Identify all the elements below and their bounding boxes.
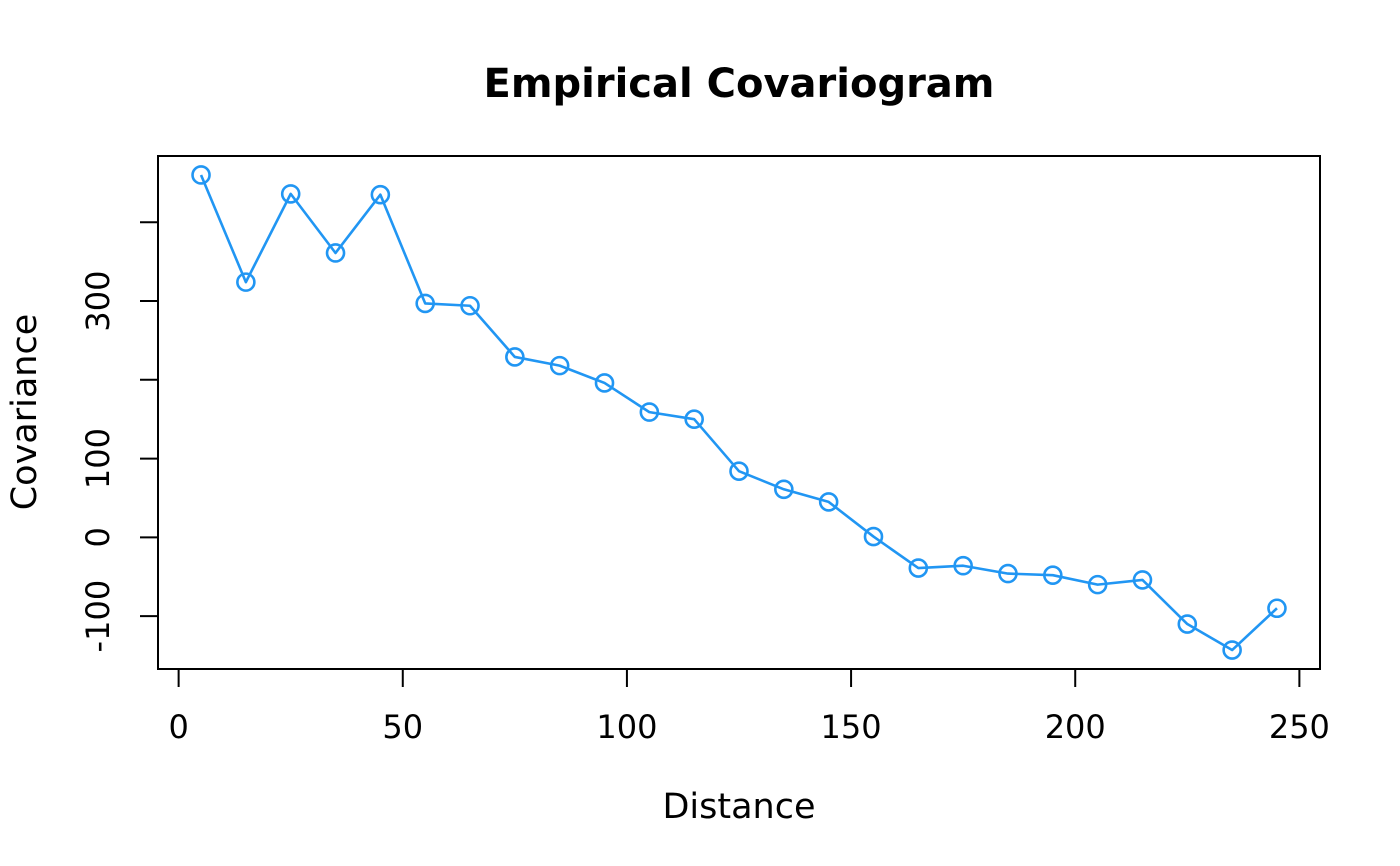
data-point-marker	[280, 184, 301, 204]
x-axis-label: Distance	[662, 787, 816, 827]
data-point-marker	[1222, 640, 1242, 660]
data-point-marker	[325, 243, 346, 263]
x-tick-label: 50	[382, 708, 423, 746]
data-point-marker	[953, 555, 973, 576]
y-tick-label: 0	[79, 527, 117, 547]
data-point-marker	[415, 293, 435, 314]
data-point-marker	[505, 347, 525, 367]
data-point-marker	[549, 355, 570, 376]
y-tick-label: 100	[79, 428, 117, 489]
data-point-marker	[818, 492, 839, 512]
data-point-marker	[908, 558, 929, 578]
data-point-marker	[594, 373, 615, 393]
data-line	[199, 174, 1278, 652]
plot-box	[157, 155, 1321, 670]
data-point-marker	[774, 479, 794, 500]
data-point-marker	[191, 165, 211, 185]
data-point-marker	[1087, 574, 1108, 595]
x-tick-label: 200	[1045, 708, 1106, 746]
x-tick-label: 100	[596, 708, 657, 746]
data-point-marker	[998, 563, 1018, 584]
y-axis-label: Covariance	[5, 313, 45, 511]
x-tick-label: 150	[821, 708, 882, 746]
data-point-marker	[1177, 614, 1198, 634]
data-point-marker	[1132, 570, 1153, 590]
chart-title: Empirical Covariogram	[483, 61, 995, 107]
x-tick-label: 0	[168, 708, 188, 746]
data-point-marker	[729, 461, 749, 481]
data-point-marker	[639, 402, 660, 422]
data-point-marker	[370, 184, 391, 205]
data-point-marker	[236, 272, 256, 292]
y-tick-label: 300	[79, 270, 117, 331]
data-point-marker	[863, 526, 884, 547]
data-point-marker	[460, 295, 480, 316]
data-point-marker	[1267, 598, 1287, 619]
data-point-marker	[684, 409, 704, 429]
y-tick-label: -100	[79, 580, 117, 653]
x-tick-label: 250	[1269, 708, 1330, 746]
data-point-marker	[1043, 565, 1063, 585]
